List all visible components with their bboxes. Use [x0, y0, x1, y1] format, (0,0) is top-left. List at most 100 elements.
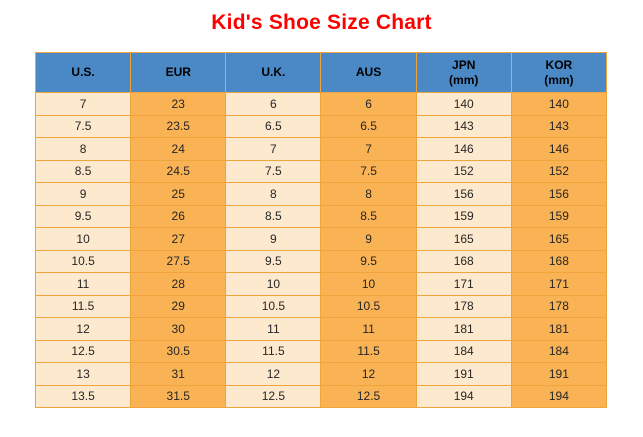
table-cell: 194 — [510, 384, 608, 408]
table-cell: 12 — [34, 317, 132, 341]
table-cell: 9.5 — [320, 249, 417, 273]
table-cell: 27 — [130, 227, 227, 251]
table-cell: 7 — [34, 92, 132, 116]
table-cell: 11.5 — [225, 339, 322, 363]
header-label: U.S. — [71, 65, 95, 79]
table-cell: 181 — [415, 317, 512, 341]
table-cell: 11 — [34, 272, 132, 296]
table-cell: 152 — [510, 159, 608, 183]
header-cell-jpn: JPN (mm) — [415, 52, 512, 93]
table-cell: 181 — [510, 317, 608, 341]
table-row: 8.5 24.5 7.5 7.5 152 152 — [34, 159, 608, 183]
header-label: JPN — [452, 57, 476, 72]
table-cell: 165 — [510, 227, 608, 251]
table-cell: 7.5 — [34, 114, 132, 138]
table-row: 13.5 31.5 12.5 12.5 194 194 — [34, 384, 608, 408]
table-row: 10 27 9 9 165 165 — [34, 227, 608, 251]
table-cell: 26 — [130, 204, 227, 228]
table-cell: 10 — [225, 272, 322, 296]
table-cell: 30.5 — [130, 339, 227, 363]
shoe-size-table: U.S. EUR U.K. AUS JPN (mm) — [34, 52, 608, 408]
table-cell: 12.5 — [225, 384, 322, 408]
table-body: 7 23 6 6 140 140 7.5 23.5 6.5 6.5 143 143 8 24 7 7 146 14… — [34, 92, 608, 408]
header-sublabel: (mm) — [449, 72, 479, 87]
table-cell: 184 — [510, 339, 608, 363]
table-cell: 165 — [415, 227, 512, 251]
table-row: 7.5 23.5 6.5 6.5 143 143 — [34, 114, 608, 138]
table-row: 13 31 12 12 191 191 — [34, 362, 608, 386]
table-cell: 10.5 — [34, 249, 132, 273]
table-cell: 178 — [415, 294, 512, 318]
table-row: 11.5 29 10.5 10.5 178 178 — [34, 294, 608, 318]
header-cell-uk: U.K. — [225, 52, 322, 93]
table-header: U.S. EUR U.K. AUS JPN (mm) — [34, 52, 608, 93]
table-cell: 10 — [34, 227, 132, 251]
table-cell: 159 — [415, 204, 512, 228]
table-cell: 12.5 — [34, 339, 132, 363]
table-cell: 11 — [225, 317, 322, 341]
table-cell: 8.5 — [225, 204, 322, 228]
table-row: 9 25 8 8 156 156 — [34, 182, 608, 206]
table-cell: 31.5 — [130, 384, 227, 408]
table-cell: 25 — [130, 182, 227, 206]
table-cell: 9 — [34, 182, 132, 206]
header-row: U.S. EUR U.K. AUS JPN (mm) — [34, 52, 608, 93]
table-row: 8 24 7 7 146 146 — [34, 137, 608, 161]
table-cell: 171 — [510, 272, 608, 296]
table-cell: 6.5 — [225, 114, 322, 138]
table-cell: 6 — [320, 92, 417, 116]
header-label: EUR — [165, 65, 191, 79]
table-cell: 11.5 — [320, 339, 417, 363]
table-cell: 12 — [225, 362, 322, 386]
table-cell: 140 — [510, 92, 608, 116]
table-cell: 13.5 — [34, 384, 132, 408]
table-cell: 168 — [510, 249, 608, 273]
table-cell: 184 — [415, 339, 512, 363]
header-cell-us: U.S. — [34, 52, 132, 93]
table-cell: 152 — [415, 159, 512, 183]
table-cell: 143 — [415, 114, 512, 138]
table-cell: 9.5 — [34, 204, 132, 228]
table-cell: 29 — [130, 294, 227, 318]
table-cell: 30 — [130, 317, 227, 341]
table-cell: 9 — [225, 227, 322, 251]
header-cell-aus: AUS — [320, 52, 417, 93]
table-cell: 156 — [510, 182, 608, 206]
table-row: 11 28 10 10 171 171 — [34, 272, 608, 296]
table-cell: 6 — [225, 92, 322, 116]
table-cell: 194 — [415, 384, 512, 408]
table-row: 9.5 26 8.5 8.5 159 159 — [34, 204, 608, 228]
table-cell: 10.5 — [225, 294, 322, 318]
header-cell-kor: KOR (mm) — [510, 52, 608, 93]
header-label: KOR — [545, 57, 573, 72]
table-cell: 31 — [130, 362, 227, 386]
page-title: Kid's Shoe Size Chart — [211, 11, 432, 34]
table-row: 12 30 11 11 181 181 — [34, 317, 608, 341]
table-cell: 28 — [130, 272, 227, 296]
table-cell: 11 — [320, 317, 417, 341]
table-cell: 7.5 — [320, 159, 417, 183]
table-row: 10.5 27.5 9.5 9.5 168 168 — [34, 249, 608, 273]
header-label: AUS — [355, 65, 382, 79]
table-cell: 7 — [320, 137, 417, 161]
header-cell-eur: EUR — [130, 52, 227, 93]
table-cell: 12 — [320, 362, 417, 386]
table-cell: 6.5 — [320, 114, 417, 138]
table-cell: 143 — [510, 114, 608, 138]
table-cell: 10 — [320, 272, 417, 296]
table-cell: 191 — [510, 362, 608, 386]
table-row: 7 23 6 6 140 140 — [34, 92, 608, 116]
table-cell: 12.5 — [320, 384, 417, 408]
table-cell: 9 — [320, 227, 417, 251]
table-cell: 10.5 — [320, 294, 417, 318]
table-cell: 27.5 — [130, 249, 227, 273]
table-cell: 146 — [415, 137, 512, 161]
table-cell: 8 — [34, 137, 132, 161]
table-cell: 7.5 — [225, 159, 322, 183]
header-sublabel: (mm) — [544, 72, 574, 87]
header-label: U.K. — [261, 65, 286, 79]
table-cell: 140 — [415, 92, 512, 116]
table-cell: 178 — [510, 294, 608, 318]
table-row: 12.5 30.5 11.5 11.5 184 184 — [34, 339, 608, 363]
